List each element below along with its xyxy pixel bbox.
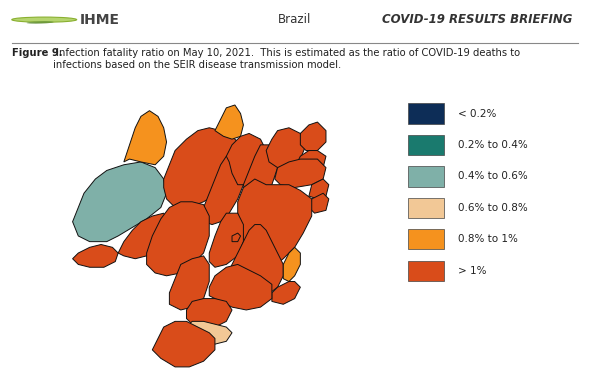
Polygon shape (309, 193, 329, 213)
Bar (408, 135, 444, 155)
Text: 0.6% to 0.8%: 0.6% to 0.8% (458, 203, 527, 213)
Text: Brazil: Brazil (278, 13, 312, 26)
Text: IHME: IHME (80, 12, 120, 27)
Text: Figure 9.: Figure 9. (12, 48, 63, 58)
Polygon shape (163, 128, 244, 207)
Polygon shape (232, 233, 241, 242)
Polygon shape (204, 156, 244, 225)
Polygon shape (309, 179, 329, 199)
Polygon shape (215, 105, 244, 139)
Bar (408, 229, 444, 250)
Polygon shape (186, 299, 232, 327)
Polygon shape (227, 133, 266, 185)
Polygon shape (227, 225, 283, 299)
Bar (408, 103, 444, 124)
Polygon shape (73, 245, 118, 267)
Polygon shape (300, 122, 326, 151)
Text: COVID-19 RESULTS BRIEFING: COVID-19 RESULTS BRIEFING (382, 13, 572, 26)
Polygon shape (209, 213, 244, 267)
Polygon shape (118, 213, 169, 259)
Polygon shape (209, 264, 272, 310)
Polygon shape (124, 111, 166, 165)
Polygon shape (169, 256, 209, 310)
Polygon shape (186, 321, 232, 344)
Polygon shape (146, 202, 209, 276)
Text: < 0.2%: < 0.2% (458, 108, 496, 119)
Polygon shape (283, 247, 300, 282)
Bar (408, 261, 444, 281)
Circle shape (12, 17, 77, 22)
Text: 0.2% to 0.4%: 0.2% to 0.4% (458, 140, 527, 150)
Polygon shape (275, 159, 326, 188)
Polygon shape (235, 179, 312, 270)
Polygon shape (266, 128, 306, 168)
Polygon shape (73, 162, 166, 242)
Text: 0.4% to 0.6%: 0.4% to 0.6% (458, 172, 527, 181)
Polygon shape (272, 282, 300, 304)
Polygon shape (152, 321, 215, 367)
Polygon shape (297, 151, 326, 170)
Text: 0.8% to 1%: 0.8% to 1% (458, 234, 517, 244)
Text: Infection fatality ratio on May 10, 2021.  This is estimated as the ratio of COV: Infection fatality ratio on May 10, 2021… (53, 48, 520, 69)
Bar (408, 166, 444, 186)
Ellipse shape (27, 21, 54, 24)
Bar (408, 198, 444, 218)
Text: > 1%: > 1% (458, 266, 486, 276)
Polygon shape (244, 145, 277, 202)
